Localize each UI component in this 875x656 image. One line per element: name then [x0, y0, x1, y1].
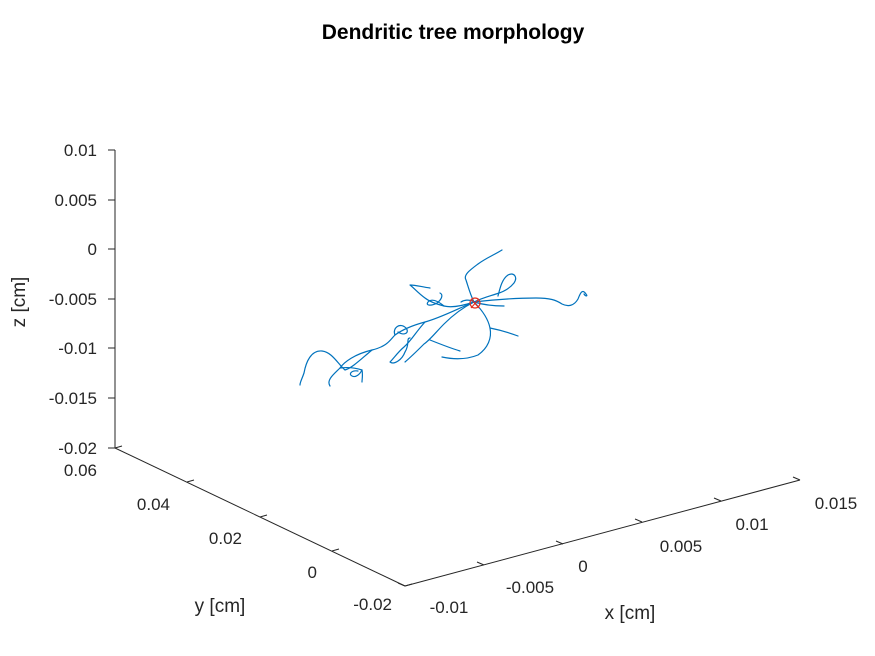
dendrite-branch [404, 301, 475, 363]
y-tick-label: 0.06 [64, 461, 97, 480]
dendrite-branch [339, 367, 363, 378]
dendrite-branch [441, 301, 492, 360]
y-tick-label: 0.02 [209, 529, 242, 548]
y-tick-mark [404, 583, 413, 587]
z-tick-label: -0.005 [49, 290, 97, 309]
dendrite-branch [389, 321, 426, 364]
x-tick-label: 0 [578, 557, 587, 576]
z-tick-label: 0.01 [64, 141, 97, 160]
x-tick-mark [476, 561, 485, 566]
x-ticks [397, 476, 801, 587]
x-tick-mark [555, 540, 564, 545]
z-axis-label: z [cm] [9, 277, 30, 328]
y-tick-mark [331, 548, 340, 552]
chart-title: Dendritic tree morphology [322, 21, 585, 44]
dendrite-branch [489, 327, 519, 337]
dendrite-branch [429, 339, 461, 352]
z-ticks [108, 149, 115, 449]
x-tick-label: 0.01 [735, 515, 768, 534]
y-ticks [114, 445, 413, 587]
dendrite-branch [473, 290, 588, 307]
y-axis-label: y [cm] [195, 596, 246, 617]
y-tick-mark [114, 445, 123, 449]
dendrite-branches [299, 249, 588, 387]
x-tick-label: 0.015 [815, 494, 858, 513]
y-tick-label: 0.04 [137, 495, 170, 514]
x-tick-labels: -0.01 -0.005 0 0.005 0.01 0.015 [430, 494, 858, 617]
z-tick-label: 0.005 [54, 191, 97, 210]
soma-marker [469, 297, 481, 309]
x-axis-label: x [cm] [605, 603, 656, 624]
y-tick-mark [186, 479, 195, 483]
dendrite-branch [473, 301, 505, 307]
dendrite-branch [473, 273, 517, 303]
dendrite-branch [328, 301, 475, 387]
x-tick-mark [792, 476, 801, 481]
dendrite-branch [464, 249, 503, 303]
dendrite-branch [409, 284, 475, 308]
x-tick-mark [397, 582, 406, 587]
axes-lines [114, 150, 801, 587]
z-tick-label: -0.02 [58, 439, 97, 458]
y-tick-label: 0 [308, 563, 317, 582]
dendrite-branch [426, 292, 445, 307]
z-tick-labels: 0.01 0.005 0 -0.005 -0.01 -0.015 -0.02 [49, 141, 97, 458]
z-tick-label: -0.01 [58, 339, 97, 358]
x-tick-label: 0.005 [660, 537, 703, 556]
dendrite-branch [393, 324, 408, 336]
dendrite-branch [299, 349, 373, 386]
y-tick-labels: 0.06 0.04 0.02 0 -0.02 [64, 461, 392, 614]
x-axis-line [404, 479, 801, 587]
x-tick-mark [634, 518, 643, 523]
y-tick-mark [259, 514, 268, 518]
soma-marker [470, 298, 480, 309]
z-tick-label: -0.015 [49, 389, 97, 408]
soma [469, 297, 481, 309]
y-tick-label: -0.02 [353, 595, 392, 614]
z-tick-label: 0 [88, 240, 97, 259]
x-tick-mark [713, 497, 722, 502]
x-tick-label: -0.005 [506, 578, 554, 597]
x-tick-label: -0.01 [430, 598, 469, 617]
